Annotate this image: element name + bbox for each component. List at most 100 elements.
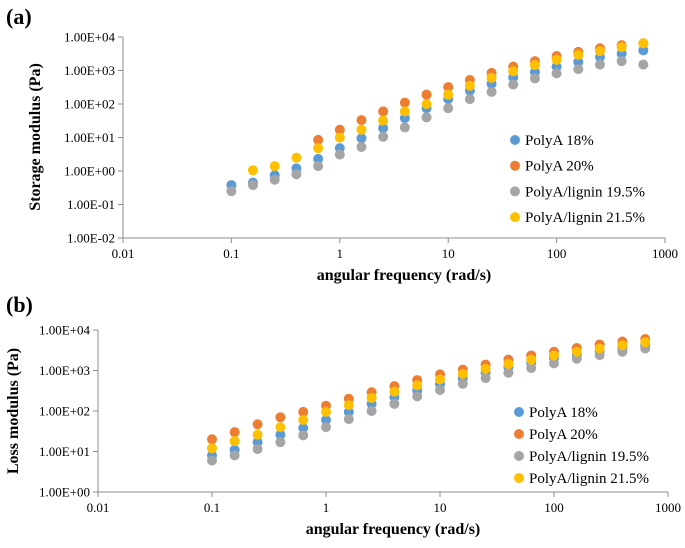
data-point-1: [356, 133, 367, 144]
data-point-3: [275, 437, 286, 448]
data-point-3: [616, 56, 627, 67]
data-point-4: [486, 72, 497, 83]
data-point-1: [573, 56, 584, 67]
data-point-1: [378, 123, 389, 134]
data-point-4: [617, 340, 628, 351]
data-point-4: [275, 422, 286, 433]
data-point-4: [464, 80, 475, 91]
data-point-4: [594, 343, 605, 354]
data-point-4: [313, 143, 324, 154]
data-point-3: [421, 112, 432, 123]
data-point-3: [229, 450, 240, 461]
y-tick-label: 1.00E-02: [67, 231, 115, 246]
x-tick-label: 10: [434, 500, 447, 515]
data-point-3: [549, 358, 559, 369]
data-point-4: [321, 406, 331, 417]
data-point-2: [229, 427, 240, 438]
data-point-3: [399, 122, 410, 133]
data-point-3: [366, 406, 377, 416]
data-point-3: [529, 73, 540, 84]
legend-label: PolyA 20%: [529, 427, 598, 443]
y-axis-title: Loss modulus (Pa): [5, 348, 22, 474]
x-tick-label: 0.1: [223, 246, 239, 261]
data-point-4: [529, 60, 540, 71]
data-point-3: [457, 378, 468, 389]
data-point-3: [508, 79, 519, 90]
data-point-2: [298, 406, 309, 417]
data-point-3: [412, 391, 423, 402]
data-point-4: [571, 346, 582, 357]
legend-label: PolyA/lignin 21.5%: [525, 210, 645, 226]
data-point-3: [389, 398, 400, 409]
y-tick-label: 1.00E+04: [64, 30, 116, 45]
data-point-3: [503, 367, 514, 378]
legend-marker: [510, 160, 520, 171]
legend-marker: [514, 473, 524, 483]
legend-marker: [510, 186, 520, 197]
y-tick-label: 1.00E+01: [39, 444, 90, 459]
data-point-4: [229, 436, 240, 447]
panel-b-loss-modulus: (b) 1.00E+00 1.00E+01 1.00E+02 1.00E+03 1.00…: [5, 292, 681, 538]
data-point-2: [334, 124, 345, 135]
data-point-4: [594, 46, 605, 57]
legend-label: PolyA/lignin 19.5%: [529, 449, 649, 465]
y-tick-label: 1.00E+02: [39, 404, 90, 419]
data-point-1: [638, 45, 649, 56]
data-point-3: [356, 142, 367, 153]
x-axis-title: angular frequency (rad/s): [306, 521, 481, 538]
data-point-3: [571, 353, 582, 364]
data-point-3: [378, 131, 389, 142]
data-point-2: [313, 134, 324, 145]
legend-label: PolyA 20%: [525, 159, 594, 175]
data-point-4: [616, 42, 627, 53]
data-point-4: [207, 443, 217, 454]
x-tick-label: 100: [547, 246, 567, 261]
data-point-2: [378, 106, 389, 117]
data-point-4: [503, 358, 514, 369]
data-point-3: [526, 363, 537, 374]
x-tick-label: 1000: [655, 500, 681, 515]
data-point-4: [252, 429, 263, 440]
data-point-3: [247, 180, 258, 191]
data-point-4: [480, 363, 491, 374]
x-tick-label: 0.01: [112, 246, 135, 261]
data-point-4: [343, 400, 354, 411]
data-point-4: [638, 38, 649, 49]
data-point-3: [480, 373, 491, 384]
data-point-2: [207, 434, 217, 445]
data-point-4: [435, 374, 445, 385]
data-point-3: [298, 430, 309, 441]
data-point-4: [640, 337, 651, 348]
data-point-3: [443, 103, 454, 114]
data-point-4: [389, 386, 400, 397]
data-point-3: [573, 64, 584, 75]
data-point-1: [321, 414, 331, 425]
y-tick-label: 1.00E+01: [64, 130, 115, 145]
data-point-2: [421, 89, 432, 100]
data-point-1: [252, 437, 263, 448]
data-point-3: [321, 422, 331, 433]
data-point-4: [551, 54, 562, 65]
y-axis-title: Storage modulus (Pa): [27, 63, 44, 211]
data-point-4: [399, 106, 410, 117]
data-point-3: [291, 169, 302, 180]
panel-a-label: (a): [6, 4, 32, 29]
legend-label: PolyA/lignin 19.5%: [525, 184, 645, 200]
data-point-4: [421, 99, 432, 109]
legend-label: PolyA/lignin 21.5%: [529, 471, 649, 487]
legend-marker: [510, 135, 520, 145]
y-tick-label: 1.00E+00: [39, 485, 90, 500]
data-point-4: [298, 414, 309, 425]
data-point-4: [334, 132, 345, 143]
data-point-4: [366, 392, 377, 403]
data-point-1: [298, 423, 309, 434]
data-point-3: [638, 59, 649, 70]
data-point-4: [378, 115, 389, 126]
data-point-4: [247, 165, 258, 176]
y-tick-label: 1.00E+03: [64, 63, 115, 78]
data-point-2: [399, 97, 410, 108]
data-point-3: [207, 455, 217, 466]
data-point-1: [275, 429, 286, 440]
x-tick-label: 1: [323, 500, 330, 515]
data-point-4: [269, 161, 280, 172]
